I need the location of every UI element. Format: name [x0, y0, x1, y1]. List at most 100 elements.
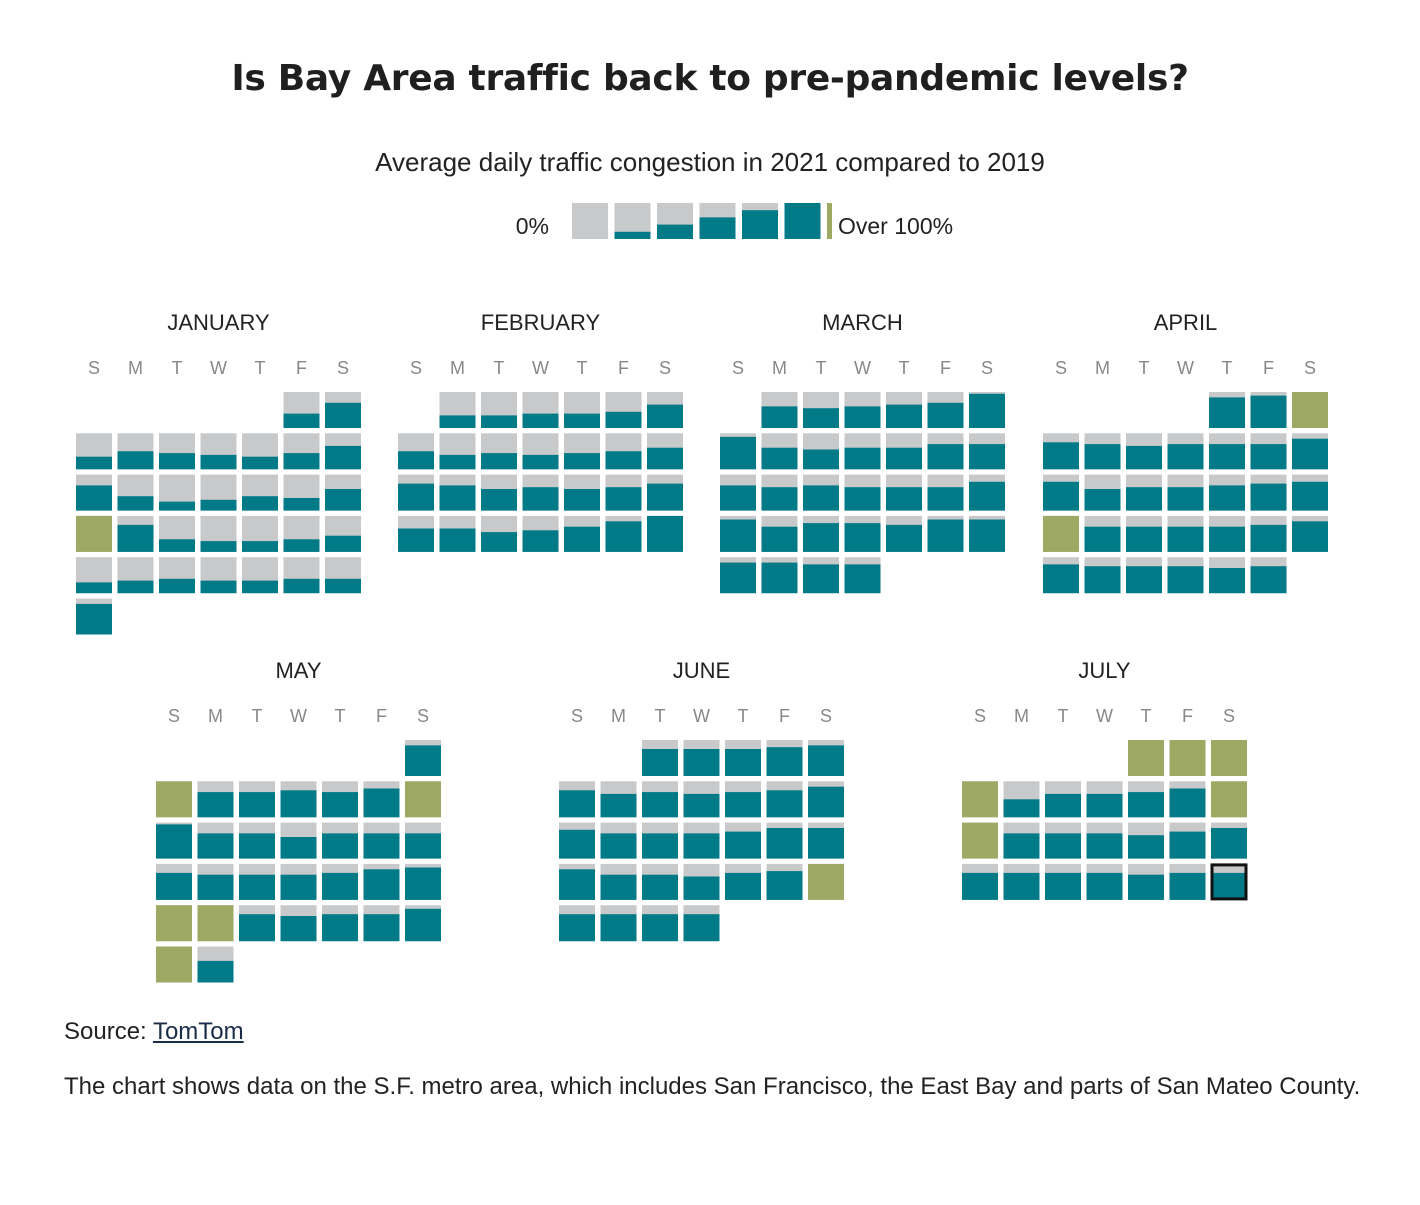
- day-cell-february-23-fill: [481, 532, 517, 552]
- day-cell-july-10: [1211, 781, 1247, 818]
- day-cell-march-27-fill: [969, 519, 1005, 552]
- day-cell-april-7: [1167, 433, 1204, 470]
- day-cell-june-6-fill: [559, 790, 595, 818]
- day-cell-july-23: [1169, 863, 1206, 900]
- dow-label-january-6: S: [336, 358, 349, 378]
- legend-swatch-over-over: [827, 203, 832, 239]
- day-cell-july-16-fill: [1169, 831, 1206, 859]
- dow-label-march-3: W: [854, 358, 871, 378]
- day-cell-march-3: [844, 392, 881, 428]
- calendar-march: [720, 392, 1005, 594]
- day-cell-april-22-fill: [1209, 526, 1245, 552]
- day-cell-february-8-fill: [439, 454, 476, 470]
- day-cell-june-5-fill: [808, 745, 844, 776]
- day-cell-april-1: [1209, 392, 1245, 428]
- day-cell-march-20-fill: [969, 481, 1005, 511]
- day-cell-june-4-fill: [766, 747, 803, 776]
- day-cell-january-30: [325, 557, 361, 594]
- day-cell-january-8: [283, 433, 320, 470]
- day-cell-february-20-fill: [647, 483, 683, 511]
- day-cell-may-18: [239, 863, 275, 900]
- day-cell-march-20: [969, 474, 1005, 511]
- day-cell-january-22-fill: [283, 539, 320, 552]
- dow-label-may-5: F: [376, 706, 387, 726]
- day-cell-february-19: [605, 474, 642, 511]
- dow-label-may-6: S: [416, 706, 429, 726]
- day-cell-march-1-fill: [761, 406, 798, 428]
- day-cell-january-4-fill: [117, 451, 154, 470]
- day-cell-january-8-fill: [283, 453, 320, 470]
- dow-label-may-1: M: [208, 706, 223, 726]
- day-cell-june-29-fill: [642, 914, 678, 942]
- day-cell-april-14: [1167, 474, 1204, 511]
- day-cell-june-20: [559, 863, 595, 900]
- day-cell-april-12-fill: [1084, 489, 1121, 511]
- legend-swatch-2: [657, 203, 693, 239]
- day-cell-june-9: [683, 781, 720, 818]
- day-cell-march-3-fill: [844, 406, 881, 428]
- day-cell-july-8-fill: [1128, 792, 1164, 818]
- day-cell-january-20: [200, 515, 237, 552]
- day-cell-march-15: [761, 474, 798, 511]
- day-cell-january-31: [76, 598, 112, 635]
- calendar-july: [962, 740, 1248, 901]
- day-cell-january-31-fill: [76, 603, 112, 635]
- day-cell-july-19: [1003, 863, 1040, 900]
- day-cell-march-10: [844, 433, 881, 470]
- day-cell-march-23-fill: [803, 523, 839, 552]
- day-cell-may-22: [405, 863, 441, 900]
- day-cell-april-4-fill: [1043, 442, 1079, 470]
- day-cell-july-1-over: [1128, 740, 1164, 776]
- dow-label-april-0: S: [1054, 358, 1067, 378]
- day-cell-february-22-fill: [439, 528, 476, 552]
- day-cell-april-15: [1209, 474, 1245, 511]
- day-cell-february-10: [522, 433, 559, 470]
- day-cell-june-3-fill: [725, 749, 761, 776]
- dow-label-march-2: T: [815, 358, 827, 378]
- month-title-july: JULY: [1078, 658, 1131, 683]
- day-cell-april-30: [1250, 557, 1287, 594]
- day-cell-january-17: [76, 515, 112, 552]
- day-cell-june-25: [766, 863, 803, 900]
- day-cell-june-15: [642, 822, 678, 859]
- day-cell-july-7-fill: [1086, 793, 1123, 818]
- day-cell-july-24: [1210, 863, 1248, 901]
- day-cell-april-20-fill: [1126, 526, 1162, 552]
- day-cell-february-17: [522, 474, 559, 511]
- day-cell-january-5: [159, 433, 195, 470]
- month-title-february: FEBRUARY: [480, 310, 601, 335]
- day-cell-june-12-fill: [808, 786, 844, 818]
- day-cell-may-24: [197, 905, 234, 942]
- day-cell-may-12: [280, 822, 317, 859]
- day-cell-july-19-fill: [1003, 872, 1040, 900]
- day-cell-march-18: [886, 474, 922, 511]
- dow-label-june-1: M: [611, 706, 626, 726]
- day-cell-february-21-fill: [398, 528, 434, 552]
- day-cell-february-1: [439, 392, 476, 428]
- day-cell-march-15-fill: [761, 487, 798, 511]
- day-cell-may-7-fill: [363, 788, 400, 818]
- day-cell-june-21-fill: [600, 874, 637, 900]
- day-cell-june-4: [766, 740, 803, 776]
- dow-label-january-3: W: [210, 358, 227, 378]
- day-cell-may-21: [363, 863, 400, 900]
- source-line: Source: TomTom: [64, 1018, 244, 1046]
- dow-label-may-2: T: [251, 706, 263, 726]
- dow-label-march-4: T: [898, 358, 910, 378]
- day-cell-july-9: [1169, 781, 1206, 818]
- day-cell-april-2-fill: [1250, 395, 1287, 428]
- dow-label-may-0: S: [167, 706, 180, 726]
- day-cell-july-20: [1045, 863, 1081, 900]
- day-cell-june-1-fill: [642, 749, 678, 776]
- day-cell-july-18: [962, 863, 998, 900]
- day-cell-february-22: [439, 515, 476, 552]
- day-cell-june-8-fill: [642, 792, 678, 818]
- day-cell-april-16: [1250, 474, 1287, 511]
- day-cell-march-13-fill: [969, 444, 1005, 470]
- source-link[interactable]: TomTom: [152, 1018, 244, 1045]
- day-cell-may-21-fill: [363, 869, 400, 900]
- day-cell-may-17: [197, 863, 234, 900]
- day-cell-march-11: [886, 433, 922, 470]
- day-cell-may-4-fill: [239, 792, 275, 818]
- day-cell-march-8-fill: [761, 447, 798, 470]
